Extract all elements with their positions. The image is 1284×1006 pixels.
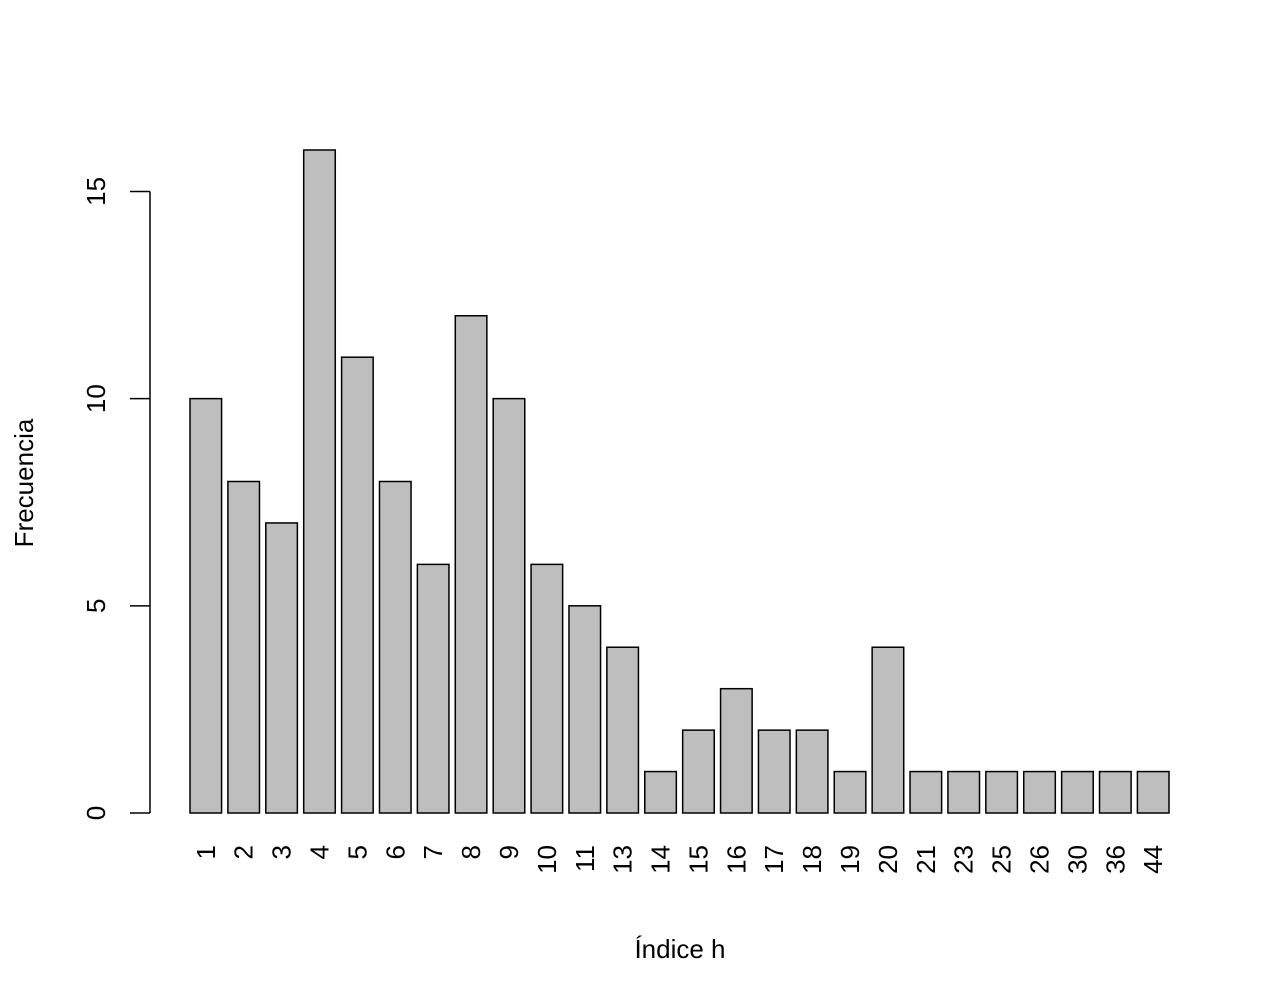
x-tick-label: 9: [494, 845, 524, 859]
bar: [719, 687, 753, 814]
bar: [1060, 770, 1094, 814]
bar: [871, 646, 905, 814]
bar: [454, 315, 488, 814]
bar: [265, 522, 299, 814]
x-tick-label: 17: [759, 845, 789, 874]
bar: [985, 770, 1019, 814]
x-tick-label: 23: [949, 845, 979, 874]
x-tick-label: 3: [267, 845, 297, 859]
x-axis-label: Índice h: [634, 934, 725, 964]
y-axis-label: Frecuencia: [9, 418, 39, 547]
y-tick-label: 0: [81, 806, 111, 820]
bar: [947, 770, 981, 814]
bar: [227, 480, 261, 814]
bar: [909, 770, 943, 814]
x-tick-label: 11: [570, 845, 600, 872]
x-tick-label: 25: [987, 845, 1017, 874]
y-tick-label: 10: [81, 384, 111, 413]
bar: [757, 729, 791, 814]
bar: [681, 729, 715, 814]
y-tick-label: 15: [81, 177, 111, 206]
bar: [1136, 770, 1170, 814]
bar: [1022, 770, 1057, 814]
x-tick-label: 44: [1138, 845, 1168, 874]
x-tick-label: 19: [835, 845, 865, 874]
bar: [606, 646, 640, 814]
x-tick-label: 26: [1025, 845, 1055, 874]
bar: [568, 605, 602, 814]
bar: [340, 356, 374, 814]
y-tick-label: 5: [81, 599, 111, 613]
x-tick-label: 8: [456, 845, 486, 859]
bar: [795, 729, 829, 814]
bar: [189, 397, 223, 814]
bar: [302, 149, 337, 814]
x-tick-label: 10: [532, 845, 562, 874]
x-tick-label: 36: [1100, 845, 1130, 874]
x-tick-label: 2: [229, 845, 259, 859]
x-tick-label: 20: [873, 845, 903, 874]
bar: [416, 563, 450, 814]
x-tick-label: 30: [1062, 845, 1092, 874]
bar: [833, 770, 867, 814]
x-tick-label: 14: [646, 845, 676, 874]
x-tick-label: 15: [683, 845, 713, 874]
x-tick-label: 18: [797, 845, 827, 874]
bar: [644, 770, 678, 814]
x-tick-label: 13: [608, 845, 638, 874]
bar: [530, 563, 564, 814]
bar: [1098, 770, 1132, 814]
bar: [492, 397, 526, 814]
x-tick-label: 6: [380, 845, 410, 859]
x-tick-label: 16: [721, 845, 751, 874]
bar: [378, 480, 412, 814]
x-tick-label: 1: [191, 845, 221, 859]
x-tick-label: 21: [911, 845, 941, 874]
x-tick-label: 4: [304, 845, 334, 859]
x-tick-label: 7: [418, 845, 448, 859]
x-tick-label: 5: [342, 845, 372, 859]
